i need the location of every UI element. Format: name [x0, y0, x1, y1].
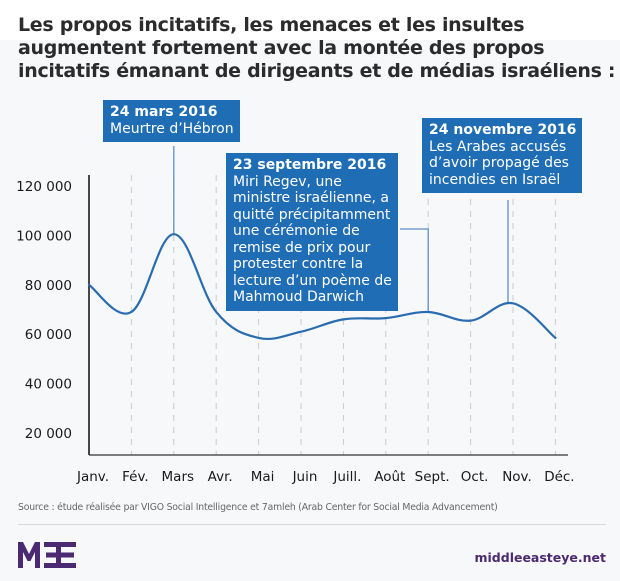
x-tick-label: Août	[374, 469, 405, 485]
y-tick-labels: 20 000 40 000 60 000 80 000 100 000 120 000	[16, 179, 72, 442]
annotation-text: quitté précipitamment	[233, 206, 391, 223]
connector-line	[400, 228, 429, 312]
x-tick-label: Juin	[292, 469, 318, 485]
y-tick-label: 80 000	[25, 278, 72, 294]
line-chart: 20 000 40 000 60 000 80 000 100 000 120 000 J…	[16, 146, 575, 485]
x-tick-label: Sept.	[415, 469, 450, 485]
chart-title: Les propos incitatifs, les menaces et le…	[18, 14, 616, 83]
annotation-september: 23 septembre 2016 Miri Regev, une minist…	[226, 153, 398, 311]
annotation-march: 24 mars 2016 Meurtre d’Hébron	[103, 100, 240, 142]
source-note: Source : étude réalisée par VIGO Social …	[18, 502, 498, 513]
x-tick-label: Déc.	[544, 469, 574, 485]
annotation-connectors	[173, 146, 509, 312]
y-tick-label: 40 000	[25, 377, 72, 393]
site-url: middleeasteye.net	[474, 550, 606, 565]
x-tick-label: Mai	[251, 469, 275, 485]
annotation-text: Meurtre d’Hébron	[110, 120, 234, 137]
title-line: incitatifs émanant de dirigeants et de m…	[18, 60, 616, 82]
x-tick-label: Avr.	[208, 469, 233, 485]
x-tick-labels: Janv. Fév. Mars Avr. Mai Juin Juill. Août Sept. O…	[76, 469, 575, 485]
annotation-november: 24 novembre 2016 Les Arabes accusés d’av…	[422, 118, 583, 193]
annotation-text: lecture d’un poème de	[233, 272, 392, 289]
title-line: Les propos incitatifs, les menaces et le…	[18, 14, 525, 36]
x-tick-label: Oct.	[461, 469, 489, 485]
series-line	[87, 233, 557, 341]
annotation-text: ministre israélienne, a	[233, 190, 389, 206]
annotation-date: 24 novembre 2016	[429, 122, 577, 138]
x-tick-label: Fév.	[122, 469, 149, 485]
y-tick-label: 100 000	[16, 228, 72, 244]
x-tick-label: Mars	[162, 469, 195, 485]
footer-divider	[18, 524, 606, 525]
title-line: augmentent fortement avec la montée des …	[18, 37, 545, 59]
mee-logo-icon	[18, 542, 76, 568]
annotation-date: 24 mars 2016	[110, 104, 218, 120]
annotation-text: Miri Regev, une	[233, 173, 342, 190]
annotation-text: Les Arabes accusés	[429, 138, 567, 155]
y-tick-label: 120 000	[16, 179, 72, 195]
x-tick-label: Janv.	[76, 469, 109, 485]
annotation-text: incendies en Israël	[429, 171, 561, 188]
annotation-date: 23 septembre 2016	[233, 157, 387, 173]
annotation-text: protester contre la	[233, 256, 364, 272]
annotation-text: Mahmoud Darwich	[233, 289, 364, 305]
annotation-text: d’avoir propagé des	[429, 155, 569, 171]
annotation-text: remise de prix pour	[233, 239, 371, 256]
gridlines	[130, 175, 556, 455]
y-tick-label: 60 000	[25, 327, 72, 343]
x-tick-label: Nov.	[502, 469, 532, 485]
annotation-text: une cérémonie de	[233, 223, 360, 239]
header-band	[0, 0, 620, 40]
y-tick-label: 20 000	[25, 426, 72, 442]
x-tick-label: Juill.	[332, 469, 361, 485]
